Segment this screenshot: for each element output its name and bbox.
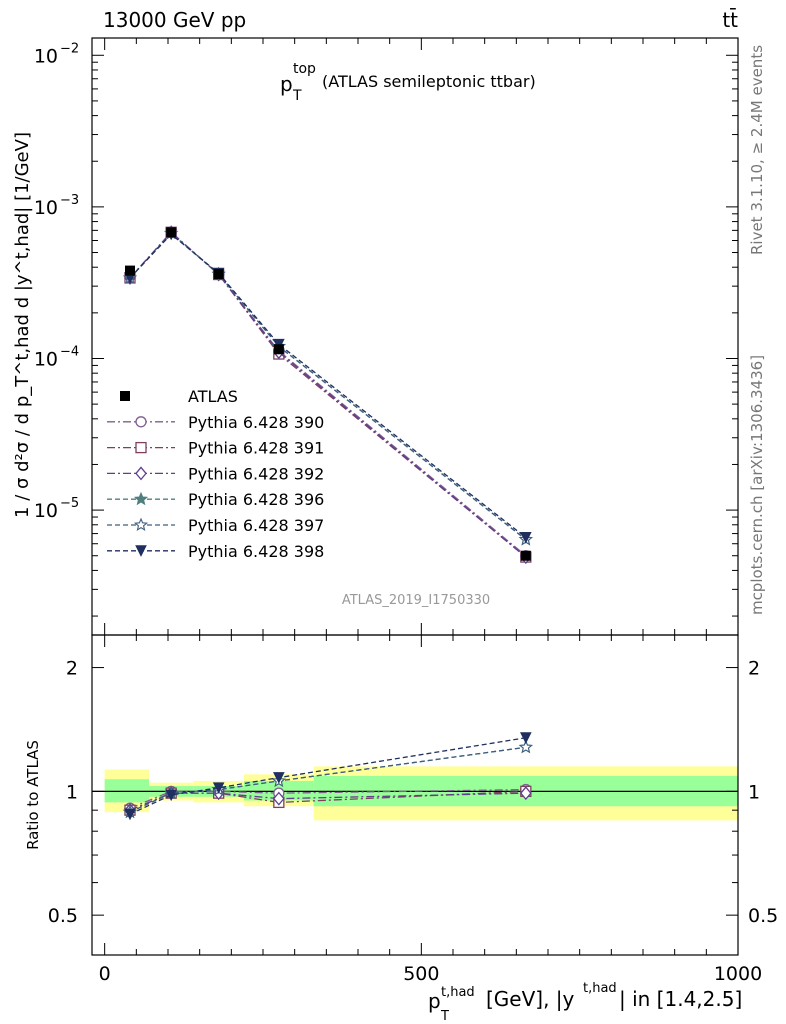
process-label: tt̄: [722, 7, 738, 32]
ratio-point-p392: [519, 786, 532, 801]
legend: ATLAS Pythia 6.428 390 Pythia 6.428 391 Pyt…: [107, 387, 324, 561]
series-line-p391: [129, 231, 527, 558]
ratio-y-tick-label-right: 2: [748, 658, 760, 680]
legend-marker-atlas: [120, 391, 130, 401]
atlas-data-point: [166, 227, 177, 238]
ratio-y-axis-label: Ratio to ATLAS: [24, 740, 42, 850]
main-y-tick-label-exp: −3: [60, 193, 79, 208]
xlabel-mid: [GeV], |y: [486, 987, 575, 1011]
legend-label-p392: Pythia 6.428 392: [188, 464, 324, 483]
main-y-tick-label-exp: −5: [60, 496, 79, 511]
ratio-point-p398: [520, 732, 532, 744]
legend-marker-p392: [135, 466, 147, 481]
xlabel-end: | in [1.4,2.5]: [619, 987, 742, 1011]
ratio-point-p398: [273, 772, 285, 784]
mcplots-label: mcplots.cern.ch [arXiv:1306.3436]: [748, 355, 766, 615]
xlabel-sub: T: [440, 1009, 449, 1024]
analysis-id: ATLAS_2019_I1750330: [342, 593, 490, 608]
main-y-tick-label-exp: −2: [60, 41, 79, 56]
ratio-point-p398: [212, 782, 225, 794]
atlas-data-point: [125, 265, 135, 276]
atlas-data-point: [213, 269, 224, 280]
main-y-tick-label-base: 10: [34, 197, 58, 219]
ratio-y-tick-label-left: 1: [66, 781, 78, 803]
legend-label-p398: Pythia 6.428 398: [188, 542, 324, 561]
legend-label-p396: Pythia 6.428 396: [188, 490, 324, 509]
rivet-label: Rivet 3.1.10, ≥ 2.4M events: [748, 45, 766, 255]
ratio-point-p397: [518, 739, 533, 754]
ratio-point-p398: [165, 789, 177, 802]
x-tick-label: 0: [99, 963, 111, 985]
legend-marker-p398: [135, 545, 147, 557]
atlas-data-point: [520, 550, 531, 561]
legend-marker-p391: [135, 441, 147, 454]
title-sub: T: [292, 88, 302, 104]
x-tick-label: 1000: [714, 963, 762, 985]
main-y-tick-label-base: 10: [34, 500, 58, 522]
title-p: p: [280, 72, 293, 96]
x-tick-label: 500: [403, 963, 439, 985]
ratio-plot-frame: [91, 634, 739, 956]
ratio-y-tick-label-right: 1: [748, 781, 760, 803]
ratio-y-tick-label-right: 0.5: [748, 905, 778, 927]
main-y-tick-label-base: 10: [34, 45, 58, 67]
legend-label-p390: Pythia 6.428 390: [188, 413, 324, 432]
ratio-point-p392: [272, 791, 285, 806]
energy-label: 13000 GeV pp: [103, 8, 246, 32]
ratio-y-tick-label-left: 0.5: [48, 905, 78, 927]
legend-marker-p397: [133, 517, 149, 532]
title-rest: (ATLAS semileptonic ttbar): [322, 72, 536, 91]
legend-label-atlas: ATLAS: [188, 387, 238, 406]
ratio-y-tick-label-left: 2: [66, 658, 78, 680]
main-y-axis-label: 1 / σ d²σ / d p_T^t,had d |y^t,had| [1/G…: [12, 132, 33, 518]
main-title: p top T (ATLAS semileptonic ttbar): [280, 61, 536, 104]
x-axis-label: p t,had T [GeV], |y t,had | in [1.4,2.5]: [428, 981, 742, 1024]
legend-label-p397: Pythia 6.428 397: [188, 516, 324, 535]
xlabel-sup: t,had: [441, 985, 475, 1000]
main-y-tick-label-base: 10: [34, 348, 58, 370]
title-sup: top: [293, 61, 316, 77]
xlabel-p: p: [428, 989, 441, 1013]
legend-label-p391: Pythia 6.428 391: [188, 439, 324, 458]
ratio-point-p398: [124, 808, 136, 821]
series-point-p398: [520, 531, 532, 544]
legend-marker-p390: [135, 416, 147, 428]
ratio-plot: 0.5 0.5 1 1 2 2 0 500 1000: [48, 634, 778, 985]
xlabel-sup2: t,had: [583, 981, 617, 996]
main-y-tick-label-exp: −4: [60, 344, 79, 359]
legend-marker-p396: [133, 491, 149, 506]
atlas-data-point: [273, 344, 284, 355]
